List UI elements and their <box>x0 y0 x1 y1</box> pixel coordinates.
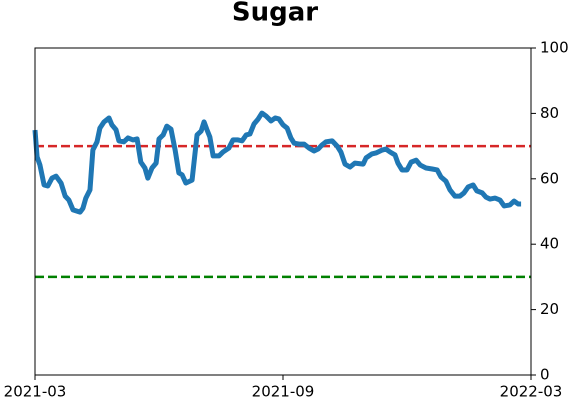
x-tick-label: 2021-09 <box>252 383 315 401</box>
plot-frame <box>34 47 532 376</box>
data-line <box>32 110 522 215</box>
y-tick-label: 60 <box>540 169 559 187</box>
y-tick-label: 20 <box>540 300 559 318</box>
y-tick-label: 0 <box>540 366 550 384</box>
x-tick-label: 2021-03 <box>4 383 67 401</box>
y-tick-label: 100 <box>540 39 569 57</box>
y-tick-label: 80 <box>540 104 559 122</box>
chart-title: Sugar <box>232 0 318 28</box>
x-tick-label: 2022-03 <box>500 383 563 401</box>
y-tick-label: 40 <box>540 235 559 253</box>
